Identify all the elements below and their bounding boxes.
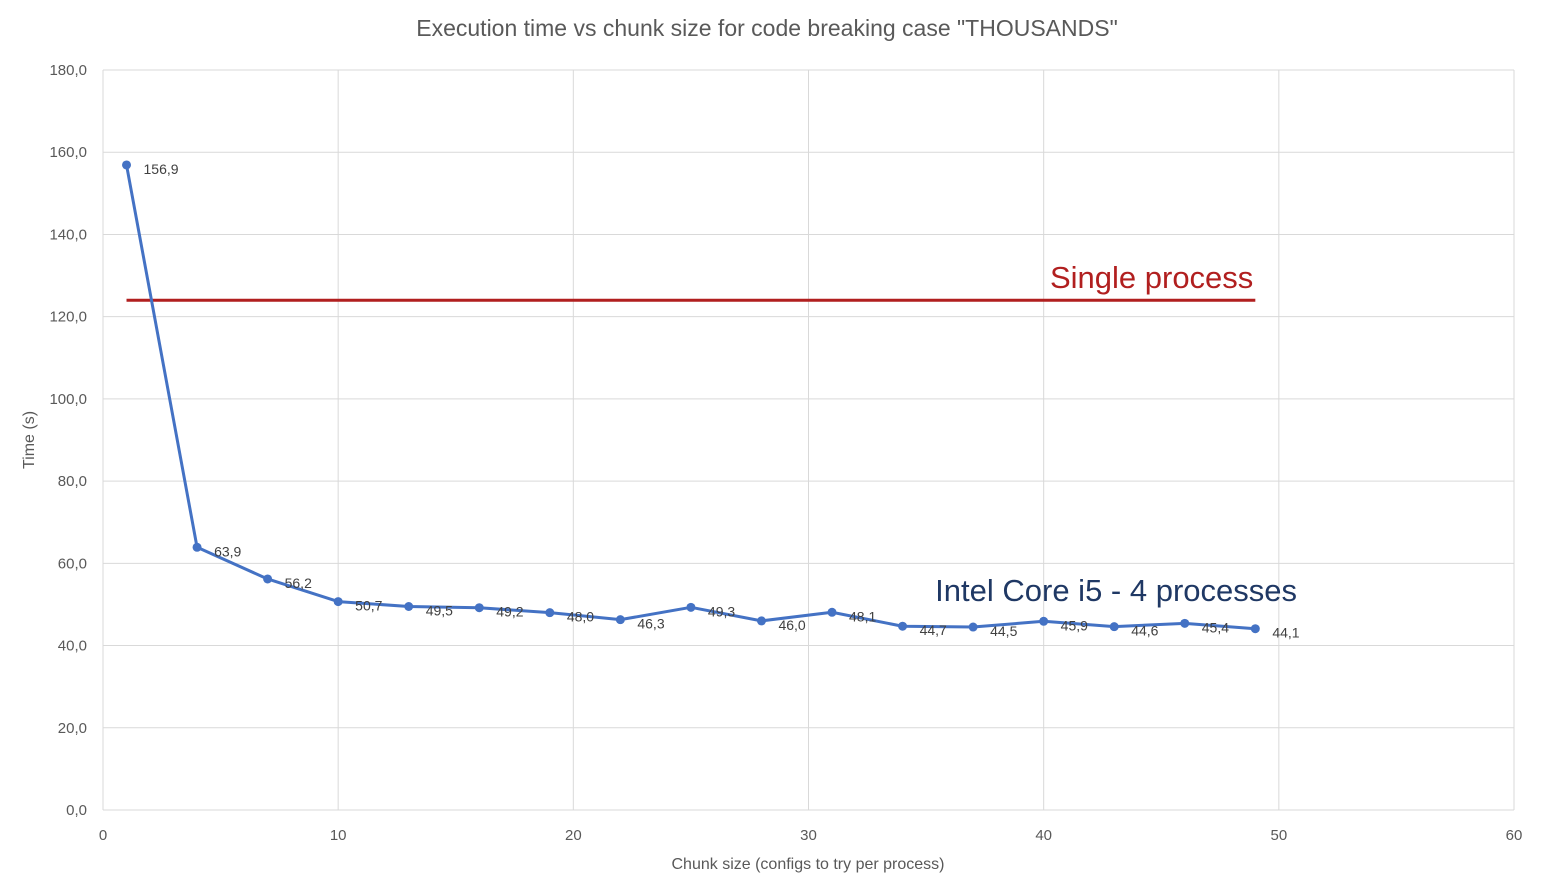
chart-title: Execution time vs chunk size for code br… [416,15,1118,41]
y-tick-label: 80,0 [58,473,87,490]
y-tick-label: 120,0 [49,309,87,326]
series-annotation: Intel Core i5 - 4 processes [935,573,1297,608]
data-label: 44,6 [1131,623,1158,639]
data-label: 44,1 [1272,625,1299,641]
data-point [827,607,837,617]
grid [102,69,1515,811]
data-point [192,542,202,552]
x-axis-ticks: 0 10 20 30 40 50 60 [99,827,1523,844]
data-point [333,597,343,607]
data-point [756,616,766,626]
data-point [474,603,484,613]
data-label: 46,3 [637,616,664,632]
x-tick-label: 50 [1270,827,1287,844]
y-tick-label: 160,0 [49,144,87,161]
y-axis-ticks: 0,0 20,0 40,0 60,0 80,0 100,0 120,0 140,0 160,0 1… [49,62,87,819]
data-label: 44,5 [990,623,1017,639]
y-tick-label: 140,0 [49,226,87,243]
data-point [615,615,625,625]
y-tick-label: 180,0 [49,62,87,79]
data-label: 50,7 [355,598,382,614]
data-label: 49,5 [426,603,453,619]
x-tick-label: 20 [565,827,582,844]
data-point [1039,616,1049,626]
x-axis-label: Chunk size (configs to try per process) [672,856,945,873]
y-tick-label: 60,0 [58,555,87,572]
data-point [122,160,132,170]
data-label: 45,4 [1202,619,1229,635]
y-axis-label: Time (s) [21,411,38,469]
data-point [1250,624,1260,634]
data-label: 49,3 [708,603,735,619]
data-label: 56,2 [285,575,312,591]
data-point [1180,618,1190,628]
data-label: 46,0 [778,617,805,633]
data-point [545,608,555,618]
data-label: 63,9 [214,543,241,559]
data-point [263,574,273,584]
data-labels: 156,9 63,9 56,2 50,7 49,5 49,2 48,0 46,3 49,3 46,… [144,161,1300,641]
y-tick-label: 100,0 [49,391,87,408]
single-process-label: Single process [1050,260,1253,295]
x-tick-label: 30 [800,827,817,844]
x-tick-label: 0 [99,827,107,844]
data-label: 48,0 [567,609,594,625]
data-label: 44,7 [920,622,947,638]
x-tick-label: 10 [330,827,347,844]
data-point [404,602,414,611]
data-point [968,622,978,632]
x-tick-label: 40 [1035,827,1052,844]
data-label: 45,9 [1061,617,1088,633]
y-tick-label: 40,0 [58,638,87,655]
data-point [898,621,908,631]
y-tick-label: 0,0 [66,802,87,819]
data-point [1109,622,1119,632]
y-tick-label: 20,0 [58,720,87,737]
data-points [122,160,1260,634]
data-label: 156,9 [144,161,179,177]
data-label: 48,1 [849,608,876,624]
data-label: 49,2 [496,604,523,620]
x-tick-label: 60 [1506,827,1523,844]
data-point [686,602,696,612]
